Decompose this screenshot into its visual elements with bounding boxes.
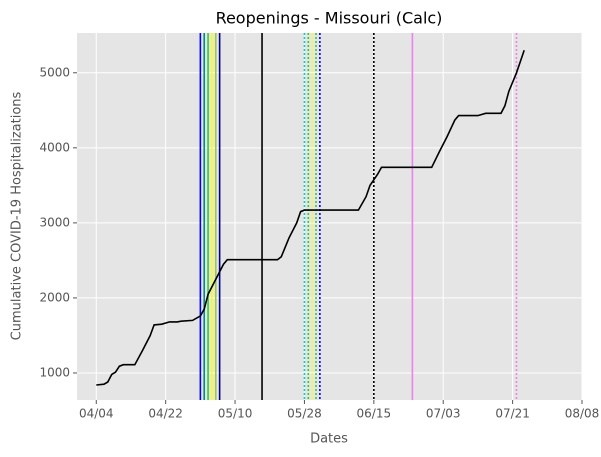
y-tick-label: 5000 <box>39 65 70 79</box>
x-tick-label: 07/21 <box>495 407 530 421</box>
y-axis-label: Cumulative COVID-19 Hospitalizations <box>10 91 25 340</box>
x-tick-label: 04/04 <box>79 407 114 421</box>
x-tick-label: 05/28 <box>287 407 322 421</box>
data-line <box>96 50 525 386</box>
x-tick-label: 08/08 <box>565 407 600 421</box>
x-tick-label: 07/03 <box>426 407 461 421</box>
x-axis-label: Dates <box>310 432 348 447</box>
x-tick-label: 04/22 <box>148 407 183 421</box>
x-tick-label: 06/15 <box>357 407 392 421</box>
y-tick-label: 2000 <box>39 290 70 304</box>
chart-title: Reopenings - Missouri (Calc) <box>216 9 443 28</box>
y-tick-label: 3000 <box>39 215 70 229</box>
x-tick-label: 05/10 <box>218 407 253 421</box>
y-tick-label: 4000 <box>39 140 70 154</box>
plot-area <box>77 33 582 400</box>
y-tick-label: 1000 <box>39 365 70 379</box>
